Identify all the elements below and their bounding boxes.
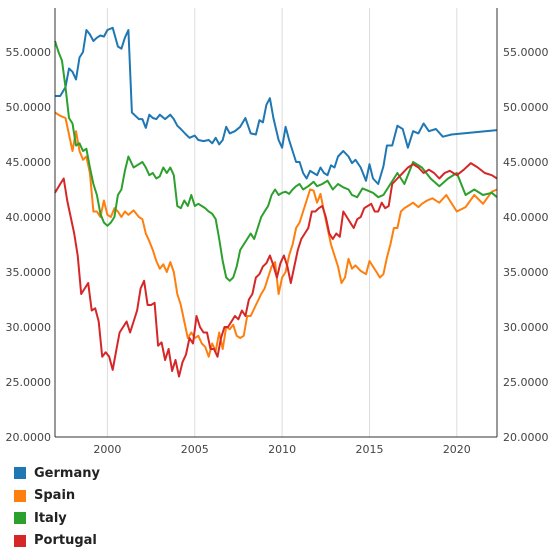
legend-swatch — [14, 489, 26, 502]
legend-label: Portugal — [34, 533, 97, 549]
legend-label: Italy — [34, 510, 67, 526]
y-tick-label-left: 45.0000 — [6, 156, 52, 169]
x-tick-label: 2020 — [443, 443, 471, 456]
legend-item-spain[interactable]: Spain — [14, 485, 100, 508]
y-tick-label-right: 30.0000 — [503, 321, 549, 334]
legend: Germany Spain Italy Portugal — [14, 462, 100, 552]
y-tick-label-left: 55.0000 — [6, 46, 52, 59]
series-lines — [54, 26, 498, 378]
series-line-italy — [54, 40, 498, 282]
y-tick-label-right: 40.0000 — [503, 211, 549, 224]
y-tick-label-right: 50.0000 — [503, 101, 549, 114]
legend-item-portugal[interactable]: Portugal — [14, 530, 100, 553]
series-line-portugal — [54, 162, 498, 378]
legend-label: Spain — [34, 488, 76, 504]
y-tick-label-left: 40.0000 — [6, 211, 52, 224]
x-tick-label: 2010 — [268, 443, 296, 456]
x-tick-label: 2015 — [355, 443, 383, 456]
axes: 2000 2005 2010 2015 2020 20.0000 20.0000 25.000… — [6, 8, 549, 456]
y-tick-label-right: 25.0000 — [503, 376, 549, 389]
y-tick-label-right: 20.0000 — [503, 431, 549, 444]
x-tick-label: 2005 — [181, 443, 209, 456]
y-tick-label-left: 25.0000 — [6, 376, 52, 389]
y-tick-label-right: 35.0000 — [503, 266, 549, 279]
line-chart: 2000 2005 2010 2015 2020 20.0000 20.0000 25.000… — [6, 8, 549, 456]
legend-item-italy[interactable]: Italy — [14, 507, 100, 530]
series-line-spain — [54, 111, 498, 358]
series-line-germany — [55, 26, 498, 185]
legend-swatch — [14, 534, 26, 547]
y-tick-label-right: 45.0000 — [503, 156, 549, 169]
legend-swatch — [14, 512, 26, 525]
y-tick-label-left: 35.0000 — [6, 266, 52, 279]
x-tick-label: 2000 — [93, 443, 121, 456]
y-tick-label-left: 50.0000 — [6, 101, 52, 114]
legend-item-germany[interactable]: Germany — [14, 462, 100, 485]
y-tick-label-left: 20.0000 — [6, 431, 52, 444]
grid-lines — [106, 8, 458, 437]
y-tick-label-left: 30.0000 — [6, 321, 52, 334]
legend-label: Germany — [34, 465, 100, 481]
legend-swatch — [14, 467, 26, 480]
y-tick-label-right: 55.0000 — [503, 46, 549, 59]
